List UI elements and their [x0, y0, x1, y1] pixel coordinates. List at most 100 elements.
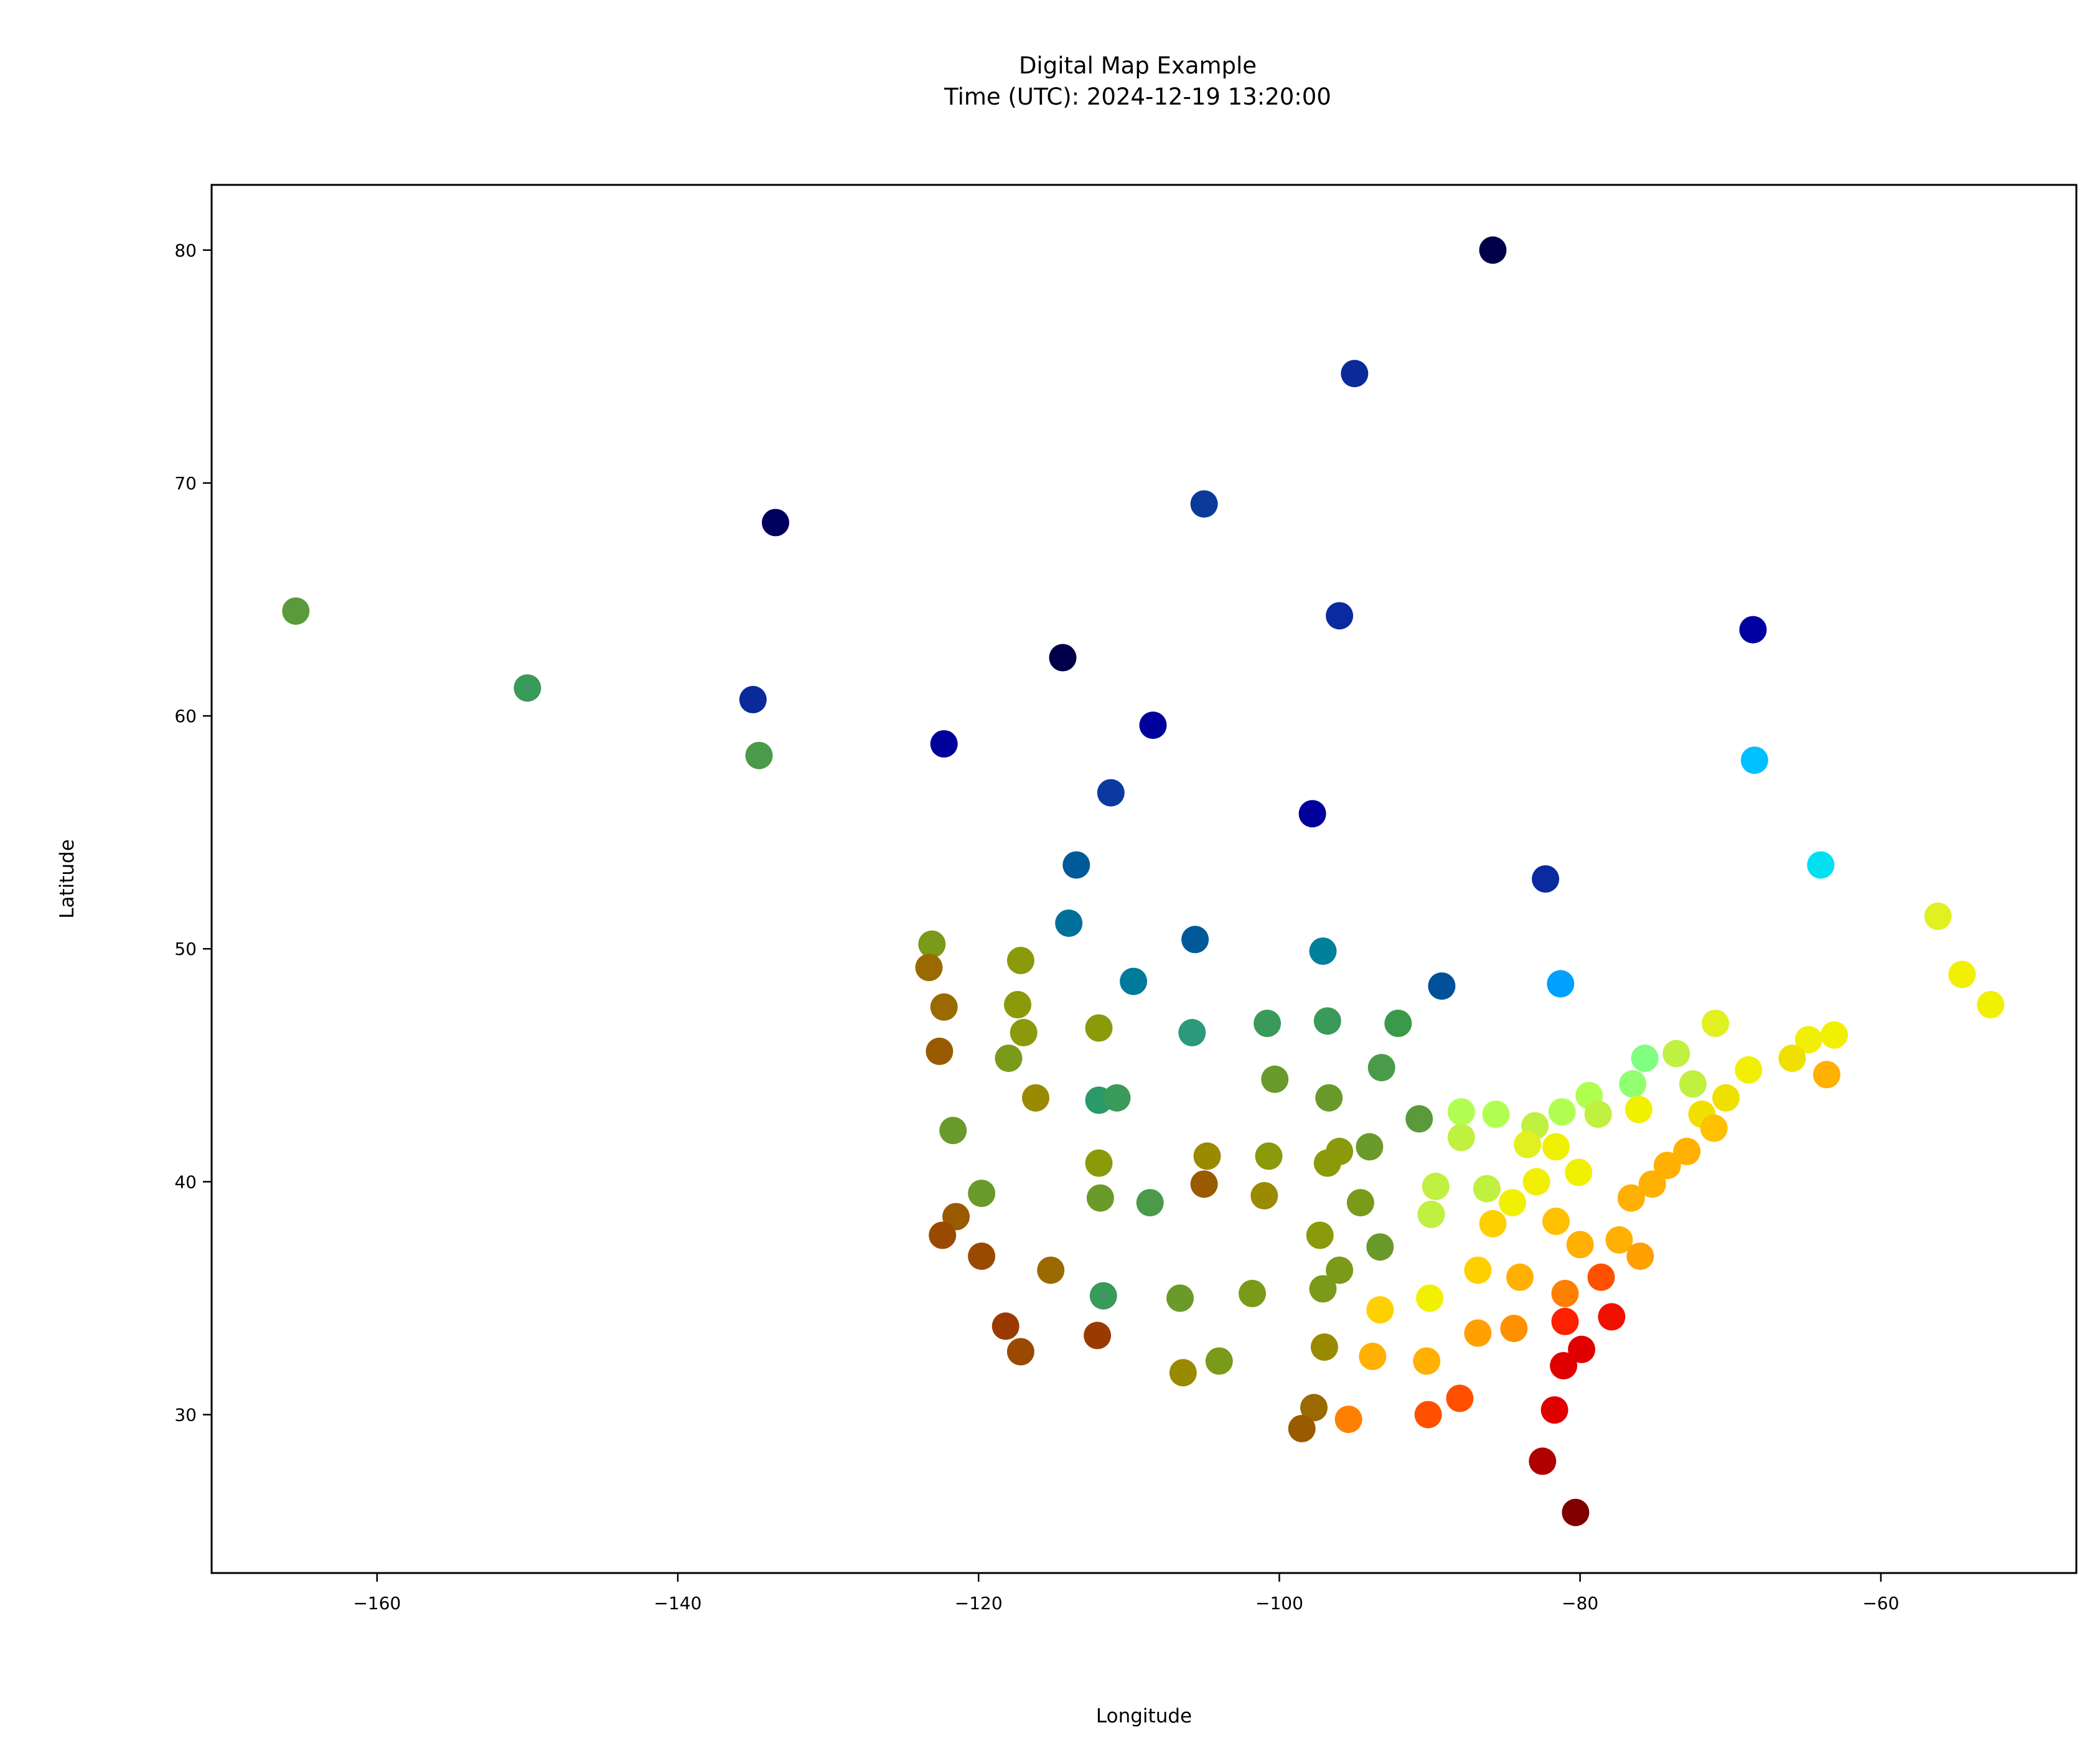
- data-point: [739, 685, 767, 713]
- data-point: [1315, 1084, 1343, 1112]
- data-point: [1514, 1130, 1542, 1158]
- y-tick-label: 50: [174, 939, 197, 959]
- data-point: [1413, 1347, 1441, 1375]
- plot-frame: [210, 184, 2078, 1574]
- data-point: [1326, 602, 1354, 630]
- data-point: [1306, 1221, 1334, 1249]
- data-point: [1778, 1045, 1806, 1073]
- data-point: [1673, 1137, 1701, 1165]
- data-point: [1605, 1226, 1633, 1254]
- y-tick-label: 40: [174, 1172, 197, 1192]
- data-point: [1565, 1158, 1593, 1186]
- data-point: [968, 1180, 996, 1208]
- data-point: [939, 1117, 967, 1145]
- chart-subtitle: Time (UTC): 2024-12-19 13:20:00: [944, 83, 1331, 110]
- data-point: [1139, 711, 1167, 740]
- y-tick-label: 70: [174, 473, 197, 494]
- data-point: [926, 1037, 954, 1065]
- data-point: [1298, 800, 1326, 828]
- data-point: [1619, 1070, 1647, 1098]
- data-point: [1566, 1231, 1594, 1259]
- data-point: [1948, 960, 1976, 989]
- data-point: [1924, 902, 1952, 930]
- data-point: [1004, 991, 1031, 1018]
- data-point: [1446, 1384, 1474, 1412]
- data-point: [1479, 236, 1507, 264]
- data-point: [1300, 1394, 1328, 1422]
- data-point: [1288, 1415, 1316, 1442]
- x-tick-label: −160: [353, 1593, 401, 1613]
- data-point: [1334, 1406, 1362, 1434]
- data-point: [1506, 1263, 1534, 1291]
- data-point: [1103, 1084, 1131, 1112]
- data-point: [1812, 1061, 1840, 1089]
- data-point: [1447, 1098, 1475, 1126]
- data-point: [282, 597, 310, 625]
- data-point: [915, 954, 943, 982]
- data-point: [1482, 1100, 1510, 1128]
- data-point: [1359, 1343, 1387, 1370]
- data-point: [1384, 1010, 1412, 1037]
- x-tick-label: −60: [1862, 1593, 1899, 1613]
- data-point: [930, 993, 958, 1021]
- data-point: [1414, 1401, 1442, 1429]
- data-point: [1010, 1018, 1038, 1046]
- data-point: [1977, 991, 2005, 1018]
- data-point: [1499, 1189, 1526, 1217]
- data-point: [1568, 1335, 1596, 1363]
- y-tick-label: 80: [174, 240, 197, 261]
- data-point: [1085, 1149, 1113, 1177]
- data-point: [1169, 1359, 1197, 1387]
- data-point: [1712, 1084, 1740, 1112]
- data-point: [1626, 1242, 1654, 1270]
- data-point: [1500, 1315, 1528, 1343]
- y-tick-label: 30: [174, 1405, 197, 1425]
- data-point: [1562, 1498, 1590, 1526]
- data-point: [929, 1221, 957, 1249]
- data-point: [1310, 1333, 1338, 1361]
- data-point: [918, 930, 946, 958]
- data-point: [1617, 1184, 1645, 1212]
- data-point: [1254, 1010, 1282, 1037]
- data-point: [1261, 1065, 1289, 1093]
- data-point: [1313, 1149, 1341, 1177]
- data-point: [1346, 1189, 1374, 1217]
- data-point: [1239, 1280, 1266, 1307]
- data-point: [1529, 1447, 1557, 1475]
- x-tick-label: −120: [955, 1593, 1003, 1613]
- x-axis-label: Longitude: [1096, 1705, 1192, 1727]
- data-point: [1405, 1105, 1433, 1133]
- data-point: [1181, 926, 1209, 954]
- data-point: [1022, 1084, 1049, 1112]
- data-point: [1062, 851, 1090, 879]
- data-point: [1464, 1319, 1492, 1347]
- data-point: [1547, 970, 1575, 998]
- data-point: [968, 1242, 996, 1270]
- data-point: [1679, 1070, 1707, 1098]
- y-axis-ticks: 30 40 50 60 70 80: [174, 240, 212, 1425]
- data-point: [1522, 1168, 1550, 1196]
- data-point: [1366, 1233, 1394, 1261]
- x-tick-label: −100: [1255, 1593, 1303, 1613]
- data-point: [1532, 865, 1560, 893]
- data-point: [1794, 1026, 1822, 1054]
- x-axis-ticks: −160 −140 −120 −100 −80 −60: [353, 1573, 1899, 1613]
- data-point: [762, 509, 789, 537]
- data-point: [1624, 1096, 1652, 1124]
- data-point: [995, 1045, 1023, 1073]
- data-point: [1120, 967, 1148, 995]
- data-point: [1166, 1284, 1194, 1312]
- data-point: [1205, 1347, 1233, 1375]
- data-point: [1366, 1296, 1394, 1324]
- data-point: [1136, 1189, 1164, 1217]
- data-point: [1367, 1054, 1395, 1082]
- data-point: [1037, 1256, 1065, 1284]
- y-axis-label: Latitude: [56, 839, 78, 919]
- data-point: [1190, 1170, 1218, 1198]
- data-point: [1190, 490, 1218, 518]
- data-point: [1089, 1282, 1117, 1310]
- data-point: [1326, 1256, 1354, 1284]
- data-point: [1638, 1170, 1666, 1198]
- data-point: [1049, 644, 1077, 672]
- data-point: [1255, 1142, 1283, 1170]
